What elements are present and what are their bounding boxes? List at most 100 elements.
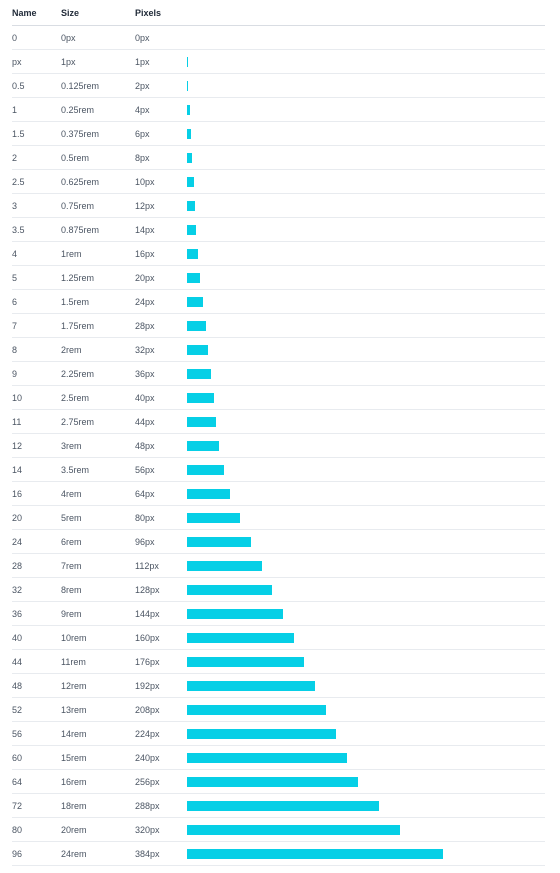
table-row: 14 3.5rem 56px <box>12 458 545 482</box>
row-pixels: 12px <box>135 200 155 211</box>
spacing-bar <box>187 752 347 763</box>
row-name: 16 <box>12 488 23 499</box>
row-pixels: 256px <box>135 776 160 787</box>
row-preview <box>187 50 545 73</box>
row-pixels: 384px <box>135 848 160 859</box>
row-size: 2.75rem <box>61 416 95 427</box>
row-name: 8 <box>12 344 18 355</box>
spacing-bar <box>187 800 379 811</box>
table-header: Name Size Pixels <box>12 0 545 26</box>
spacing-bar <box>187 152 192 163</box>
row-preview <box>187 626 545 649</box>
row-size: 2.5rem <box>61 392 90 403</box>
row-preview <box>187 458 545 481</box>
row-pixels: 1px <box>135 56 150 67</box>
row-preview <box>187 122 545 145</box>
row-preview <box>187 410 545 433</box>
row-size: 4rem <box>61 488 82 499</box>
row-preview <box>187 362 545 385</box>
row-pixels: 32px <box>135 344 155 355</box>
spacing-bar <box>187 584 272 595</box>
row-preview <box>187 554 545 577</box>
table-body: 0 0px 0px px 1px 1px 0.5 0.125rem 2px 1 0.25rem 4px… <box>12 26 545 866</box>
row-preview <box>187 506 545 529</box>
row-preview <box>187 770 545 793</box>
spacing-bar <box>187 248 198 259</box>
row-name: 40 <box>12 632 23 643</box>
table-row: 96 24rem 384px <box>12 842 545 866</box>
row-name: 4 <box>12 248 18 259</box>
spacing-bar <box>187 512 240 523</box>
row-pixels: 2px <box>135 80 150 91</box>
spacing-bar <box>187 80 188 91</box>
row-size: 0.25rem <box>61 104 95 115</box>
table-row: 80 20rem 320px <box>12 818 545 842</box>
row-preview <box>187 482 545 505</box>
row-preview <box>187 434 545 457</box>
table-row: 10 2.5rem 40px <box>12 386 545 410</box>
spacing-bar <box>187 392 214 403</box>
spacing-bar <box>187 200 195 211</box>
row-size: 0.375rem <box>61 128 100 139</box>
table-row: 60 15rem 240px <box>12 746 545 770</box>
row-name: 5 <box>12 272 18 283</box>
row-size: 8rem <box>61 584 82 595</box>
row-size: 24rem <box>61 848 87 859</box>
spacing-bar <box>187 488 230 499</box>
row-preview <box>187 194 545 217</box>
spacing-bar <box>187 416 216 427</box>
row-size: 0px <box>61 32 76 43</box>
row-name: 3.5 <box>12 224 25 235</box>
table-row: 48 12rem 192px <box>12 674 545 698</box>
row-preview <box>187 674 545 697</box>
row-name: 0.5 <box>12 80 25 91</box>
row-size: 20rem <box>61 824 87 835</box>
row-name: 11 <box>12 416 22 427</box>
row-name: 1 <box>12 104 18 115</box>
row-name: 1.5 <box>12 128 25 139</box>
table-row: 40 10rem 160px <box>12 626 545 650</box>
table-row: 6 1.5rem 24px <box>12 290 545 314</box>
row-pixels: 4px <box>135 104 150 115</box>
row-size: 2rem <box>61 344 82 355</box>
row-pixels: 64px <box>135 488 155 499</box>
row-pixels: 24px <box>135 296 155 307</box>
row-pixels: 96px <box>135 536 155 547</box>
row-name: 60 <box>12 752 23 763</box>
spacing-scale-table: Name Size Pixels 0 0px 0px px 1px 1px 0.5 0.125… <box>12 0 545 866</box>
row-size: 1.25rem <box>61 272 95 283</box>
row-pixels: 240px <box>135 752 160 763</box>
row-size: 16rem <box>61 776 87 787</box>
table-row: 11 2.75rem 44px <box>12 410 545 434</box>
table-row: 12 3rem 48px <box>12 434 545 458</box>
row-preview <box>187 266 545 289</box>
row-name: 2 <box>12 152 18 163</box>
row-pixels: 10px <box>135 176 155 187</box>
row-pixels: 6px <box>135 128 150 139</box>
table-row: 1 0.25rem 4px <box>12 98 545 122</box>
row-name: 28 <box>12 560 23 571</box>
row-pixels: 36px <box>135 368 155 379</box>
table-row: 32 8rem 128px <box>12 578 545 602</box>
row-pixels: 14px <box>135 224 155 235</box>
table-row: 28 7rem 112px <box>12 554 545 578</box>
spacing-bar <box>187 320 206 331</box>
row-preview <box>187 170 545 193</box>
row-name: 7 <box>12 320 18 331</box>
row-name: 24 <box>12 536 23 547</box>
row-pixels: 144px <box>135 608 160 619</box>
table-row: 4 1rem 16px <box>12 242 545 266</box>
row-preview <box>187 794 545 817</box>
table-row: 72 18rem 288px <box>12 794 545 818</box>
spacing-bar <box>187 272 200 283</box>
row-name: 20 <box>12 512 23 523</box>
table-row: 36 9rem 144px <box>12 602 545 626</box>
column-header-preview <box>187 0 545 25</box>
table-row: 20 5rem 80px <box>12 506 545 530</box>
table-row: 16 4rem 64px <box>12 482 545 506</box>
row-pixels: 80px <box>135 512 155 523</box>
row-name: 44 <box>12 656 23 667</box>
row-size: 0.875rem <box>61 224 100 235</box>
row-preview <box>187 242 545 265</box>
table-row: 1.5 0.375rem 6px <box>12 122 545 146</box>
